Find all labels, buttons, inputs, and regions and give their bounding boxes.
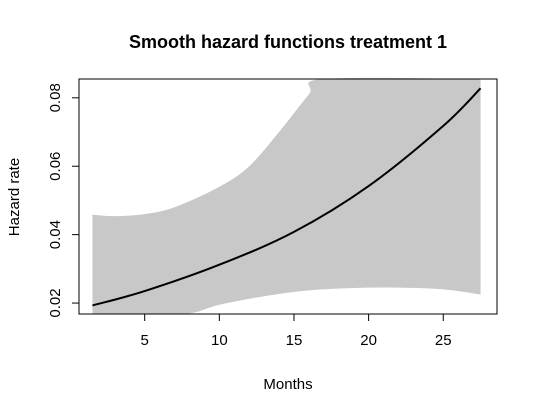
x-axis-label: Months [263, 376, 312, 393]
chart-title: Smooth hazard functions treatment 1 [129, 32, 447, 52]
hazard-curve-line [92, 87, 482, 307]
x-tick-label-15: 15 [286, 332, 303, 349]
y-tick-label-2: 0.06 [47, 152, 64, 181]
y-tick-label-0: 0.02 [47, 288, 64, 317]
x-axis: 5 10 15 20 25 [141, 313, 452, 349]
confidence-band [92, 77, 481, 315]
x-tick-label-5: 5 [141, 332, 149, 349]
y-tick-label-1: 0.04 [47, 220, 64, 249]
y-axis: 0.02 0.04 0.06 0.08 [47, 83, 80, 318]
plot-region [92, 77, 482, 315]
y-axis-label: Hazard rate [6, 158, 23, 236]
x-tick-label-20: 20 [360, 332, 377, 349]
y-tick-label-3: 0.08 [47, 83, 64, 112]
x-tick-label-10: 10 [211, 332, 228, 349]
x-tick-label-25: 25 [435, 332, 452, 349]
